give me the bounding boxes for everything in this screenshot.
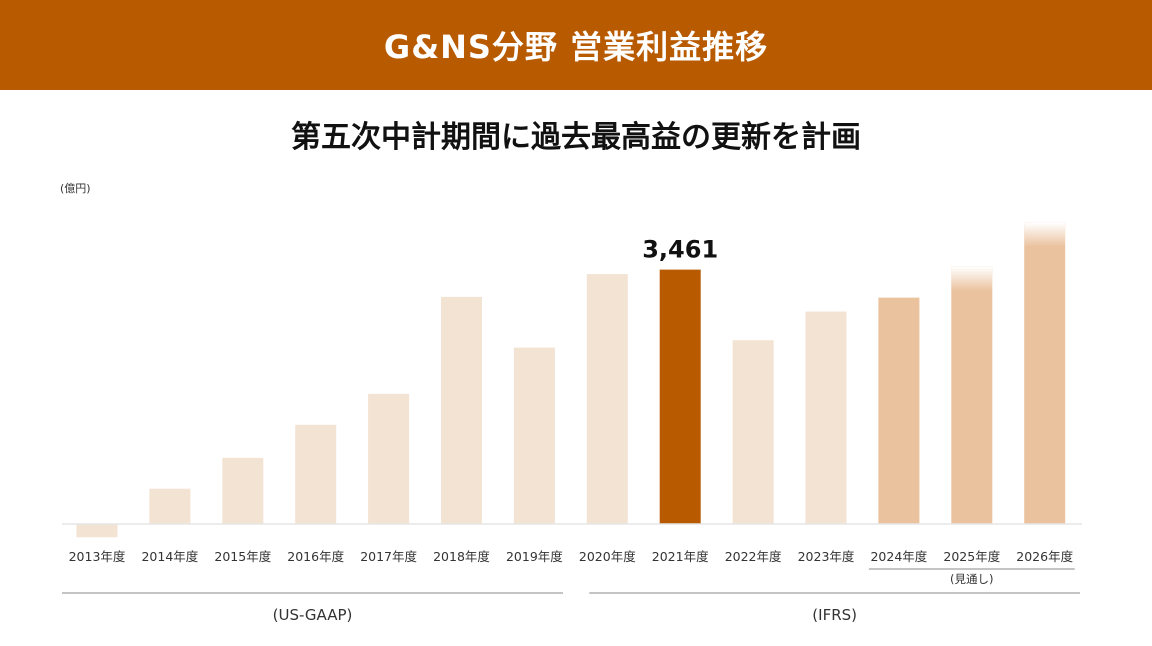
bar-2020年度 xyxy=(586,274,628,524)
forecast-note-label: (見通し) xyxy=(950,572,993,586)
accounting-group-label: (US-GAAP) xyxy=(273,606,353,624)
bar-2016年度 xyxy=(295,424,337,524)
bar-fade-2026年度 xyxy=(1024,222,1066,247)
x-tick-label: 2015年度 xyxy=(214,549,271,564)
x-tick-label: 2018年度 xyxy=(433,549,490,564)
x-tick-label: 2020年度 xyxy=(579,549,636,564)
bar-2023年度 xyxy=(805,311,847,524)
bar-2021年度 xyxy=(659,269,701,524)
header-band: G&NS分野 営業利益推移 xyxy=(0,0,1152,90)
bar-2015年度 xyxy=(222,457,264,524)
annotations: 3,461 (見通し) (US-GAAP) (IFRS) xyxy=(62,236,1080,624)
highlight-value-label: 3,461 xyxy=(642,236,718,264)
bars-group xyxy=(76,222,1066,538)
bar-2013年度 xyxy=(76,524,118,538)
bar-2014年度 xyxy=(149,488,191,524)
accounting-group-label: (IFRS) xyxy=(812,606,857,624)
x-tick-label: 2013年度 xyxy=(69,549,126,564)
x-tick-label: 2017年度 xyxy=(360,549,417,564)
bar-2026年度 xyxy=(1024,222,1066,524)
bar-2017年度 xyxy=(368,393,410,524)
x-tick-labels: 2013年度 2014年度 2015年度 2016年度 2017年度 2018年度 2019… xyxy=(69,549,1074,564)
bar-2018年度 xyxy=(441,296,482,524)
bar-fade-2025年度 xyxy=(951,266,993,291)
x-tick-label: 2024年度 xyxy=(870,549,927,564)
page-title: G&NS分野 営業利益推移 xyxy=(383,28,769,66)
chart-subtitle: 第五次中計期間に過去最高益の更新を計画 xyxy=(291,120,861,155)
bar-2022年度 xyxy=(732,340,774,524)
x-tick-label: 2014年度 xyxy=(141,549,198,564)
x-tick-label: 2022年度 xyxy=(725,549,782,564)
x-tick-label: 2016年度 xyxy=(287,549,344,564)
x-tick-label: 2021年度 xyxy=(652,549,709,564)
x-tick-label: 2025年度 xyxy=(943,549,1000,564)
bar-2025年度 xyxy=(951,266,993,524)
bar-2024年度 xyxy=(878,297,920,524)
x-tick-label: 2019年度 xyxy=(506,549,563,564)
x-tick-label: 2023年度 xyxy=(798,549,855,564)
y-unit-label: (億円) xyxy=(60,182,91,195)
bar-2019年度 xyxy=(513,347,555,524)
x-tick-label: 2026年度 xyxy=(1016,549,1073,564)
